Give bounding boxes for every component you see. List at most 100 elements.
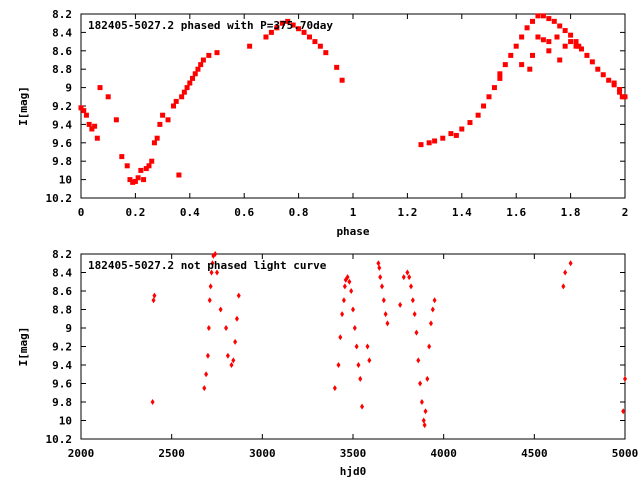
data-point	[573, 43, 579, 49]
data-point	[623, 375, 627, 382]
data-point	[568, 39, 574, 45]
data-point	[562, 43, 568, 49]
data-point	[563, 269, 568, 276]
data-point	[78, 105, 84, 111]
data-point	[530, 18, 536, 24]
data-point	[376, 260, 381, 267]
data-point	[214, 50, 220, 56]
data-point	[595, 66, 601, 72]
x-axis-label: hjd0	[340, 465, 367, 478]
data-point	[345, 274, 350, 281]
data-point	[412, 311, 417, 318]
data-point	[195, 66, 201, 72]
x-tick-label: 0.6	[234, 206, 254, 219]
data-point	[301, 29, 307, 35]
plot-frame	[80, 253, 626, 440]
data-point	[584, 52, 590, 58]
data-point	[132, 178, 138, 184]
data-point	[377, 264, 382, 271]
data-point	[535, 34, 541, 40]
data-point	[204, 371, 209, 378]
x-tick-label: 1.4	[452, 206, 472, 219]
data-point	[502, 62, 508, 68]
data-point	[206, 325, 211, 331]
y-tick-label: 10	[59, 174, 72, 187]
data-point	[179, 94, 185, 100]
chart-panel-1: 0 0.2 0.4 0.6 0.8 1 1.2 1.4 1.6 1.8 2 8.2 8.4 8.6 8.8 9…	[17, 8, 628, 238]
data-point	[198, 62, 204, 68]
data-point	[430, 306, 435, 313]
data-point	[296, 26, 302, 32]
data-point	[206, 52, 212, 58]
data-point	[453, 132, 459, 138]
data-point	[290, 22, 296, 28]
y-tick-label: 9.6	[52, 378, 72, 391]
data-point	[231, 357, 236, 364]
data-point	[351, 306, 355, 313]
data-point	[152, 292, 157, 299]
data-point	[497, 71, 503, 77]
data-point	[621, 408, 626, 415]
x-tick-label: 0.4	[180, 206, 200, 219]
data-point	[551, 18, 557, 24]
data-point	[519, 34, 525, 40]
data-point	[410, 297, 415, 304]
data-point	[127, 177, 133, 183]
data-point	[546, 39, 552, 45]
x-tick-label: 1	[350, 206, 357, 219]
data-point	[606, 77, 612, 83]
data-point	[423, 408, 428, 415]
data-point	[334, 64, 340, 70]
x-tick-label: 4500	[521, 447, 548, 460]
y-tick-label: 8.6	[52, 285, 72, 298]
data-point	[540, 37, 546, 43]
x-tick-label: 1.6	[506, 206, 526, 219]
data-point	[150, 399, 155, 405]
data-point	[200, 57, 206, 63]
data-point	[352, 325, 357, 331]
data-point	[619, 94, 625, 100]
data-point	[336, 362, 341, 368]
y-tick-label: 9.8	[52, 396, 72, 409]
data-point	[414, 329, 419, 336]
data-point	[141, 177, 147, 183]
data-point	[459, 126, 465, 132]
chart-title: 182405-5027.2 not phased light curve	[88, 259, 327, 272]
data-point	[381, 297, 386, 304]
x-tick-label: 4000	[430, 447, 457, 460]
data-point	[97, 85, 103, 91]
data-point	[546, 48, 552, 54]
data-point	[339, 77, 345, 83]
y-tick-label: 8.2	[52, 248, 72, 261]
data-point	[86, 121, 92, 127]
data-point	[306, 34, 312, 40]
y-tick-label: 9.2	[52, 341, 72, 354]
data-point	[554, 34, 560, 40]
data-point	[317, 43, 323, 49]
data-point	[530, 52, 536, 58]
data-point	[138, 167, 144, 173]
data-point	[409, 283, 414, 290]
data-point	[224, 325, 229, 331]
data-point	[527, 66, 533, 72]
data-point	[562, 28, 568, 34]
x-tick-label: 0	[78, 206, 85, 219]
data-point	[383, 311, 388, 318]
data-point	[312, 39, 318, 45]
data-point	[113, 117, 119, 123]
data-point	[338, 334, 343, 341]
data-point	[486, 94, 492, 100]
data-point	[205, 352, 210, 359]
data-point	[380, 283, 385, 290]
data-point	[279, 20, 285, 26]
y-tick-label: 9.4	[52, 118, 72, 131]
data-point	[546, 16, 552, 22]
data-point	[274, 25, 280, 31]
data-point	[124, 163, 130, 169]
y-tick-label: 9.6	[52, 137, 72, 150]
data-point	[81, 108, 87, 114]
data-point	[184, 85, 190, 91]
data-point	[422, 422, 427, 429]
data-point	[418, 142, 424, 148]
x-tick-label: 5000	[612, 447, 639, 460]
